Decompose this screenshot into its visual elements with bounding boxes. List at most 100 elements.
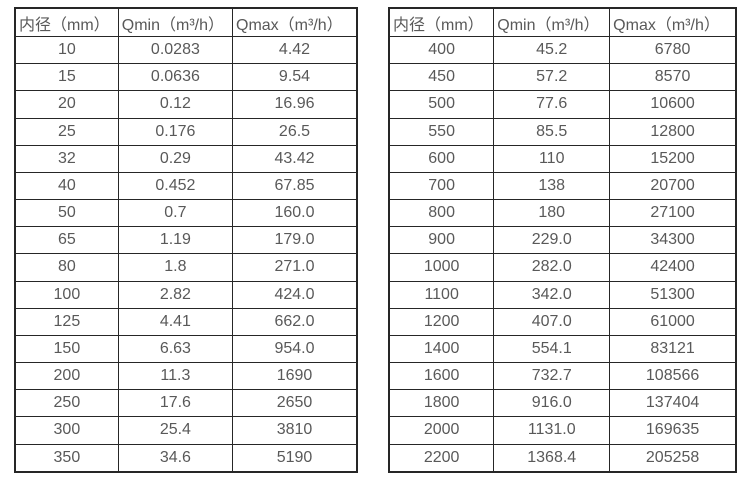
table-row: 20 0.12 16.96 bbox=[14, 90, 358, 119]
qmin-column-header: Qmin（m³/h） bbox=[117, 7, 234, 37]
diameter-cell: 125 bbox=[14, 307, 119, 336]
qmin-cell: 138 bbox=[493, 171, 611, 201]
qmin-cell: 57.2 bbox=[493, 63, 611, 92]
qmin-cell: 0.0636 bbox=[117, 63, 234, 92]
qmin-cell: 0.0283 bbox=[117, 35, 234, 65]
flow-rate-table-large-diameters: 内径（mm） Qmin（m³/h） Qmax（m³/h） 400 45.2 6780 45… bbox=[388, 7, 737, 473]
diameter-column-header: 内径（mm） bbox=[14, 7, 119, 37]
table-row: 1200 407.0 61000 bbox=[388, 307, 737, 336]
qmax-cell: 67.85 bbox=[232, 171, 358, 201]
table-row: 200 11.3 1690 bbox=[14, 362, 358, 391]
table-row: 80 1.8 271.0 bbox=[14, 253, 358, 282]
table-row: 65 1.19 179.0 bbox=[14, 226, 358, 255]
qmax-cell: 61000 bbox=[609, 307, 737, 336]
qmax-cell: 1690 bbox=[232, 362, 358, 391]
qmax-cell: 43.42 bbox=[232, 144, 358, 173]
qmax-cell: 42400 bbox=[609, 253, 737, 282]
diameter-cell: 80 bbox=[14, 253, 119, 282]
qmin-cell: 0.29 bbox=[117, 144, 234, 173]
qmax-cell: 169635 bbox=[609, 416, 737, 445]
diameter-cell: 550 bbox=[388, 117, 495, 146]
diameter-cell: 20 bbox=[14, 90, 119, 119]
diameter-cell: 250 bbox=[14, 389, 119, 418]
diameter-column-header: 内径（mm） bbox=[388, 7, 495, 37]
qmin-cell: 1131.0 bbox=[493, 416, 611, 445]
qmax-column-header: Qmax（m³/h） bbox=[232, 7, 358, 37]
diameter-cell: 300 bbox=[14, 416, 119, 445]
qmin-cell: 0.176 bbox=[117, 117, 234, 146]
diameter-cell: 1800 bbox=[388, 389, 495, 418]
qmax-cell: 10600 bbox=[609, 90, 737, 119]
diameter-cell: 600 bbox=[388, 144, 495, 173]
diameter-cell: 1000 bbox=[388, 253, 495, 282]
table-row: 600 110 15200 bbox=[388, 144, 737, 173]
table-row: 1600 732.7 108566 bbox=[388, 362, 737, 391]
qmin-cell: 1.19 bbox=[117, 226, 234, 255]
table-row: 700 138 20700 bbox=[388, 171, 737, 201]
qmax-cell: 205258 bbox=[609, 443, 737, 473]
diameter-cell: 15 bbox=[14, 63, 119, 92]
flow-rate-table-small-diameters: 内径（mm） Qmin（m³/h） Qmax（m³/h） 10 0.0283 4.42 1… bbox=[14, 7, 358, 473]
qmax-column-header: Qmax（m³/h） bbox=[609, 7, 737, 37]
qmin-column-header: Qmin（m³/h） bbox=[493, 7, 611, 37]
qmax-cell: 83121 bbox=[609, 334, 737, 364]
table-row: 15 0.0636 9.54 bbox=[14, 63, 358, 92]
table-row: 10 0.0283 4.42 bbox=[14, 35, 358, 65]
qmin-cell: 85.5 bbox=[493, 117, 611, 146]
qmin-cell: 2.82 bbox=[117, 280, 234, 309]
diameter-cell: 1200 bbox=[388, 307, 495, 336]
diameter-cell: 200 bbox=[14, 362, 119, 391]
table-row: 125 4.41 662.0 bbox=[14, 307, 358, 336]
qmin-cell: 25.4 bbox=[117, 416, 234, 445]
qmax-cell: 5190 bbox=[232, 443, 358, 473]
table-row: 150 6.63 954.0 bbox=[14, 334, 358, 364]
qmin-cell: 77.6 bbox=[493, 90, 611, 119]
table-row: 100 2.82 424.0 bbox=[14, 280, 358, 309]
qmax-cell: 160.0 bbox=[232, 199, 358, 228]
diameter-cell: 65 bbox=[14, 226, 119, 255]
table-row: 250 17.6 2650 bbox=[14, 389, 358, 418]
qmin-cell: 1.8 bbox=[117, 253, 234, 282]
table-row: 550 85.5 12800 bbox=[388, 117, 737, 146]
qmax-cell: 271.0 bbox=[232, 253, 358, 282]
qmin-cell: 17.6 bbox=[117, 389, 234, 418]
qmax-cell: 8570 bbox=[609, 63, 737, 92]
qmin-cell: 732.7 bbox=[493, 362, 611, 391]
qmin-cell: 11.3 bbox=[117, 362, 234, 391]
diameter-cell: 800 bbox=[388, 199, 495, 228]
qmin-cell: 554.1 bbox=[493, 334, 611, 364]
table-row: 32 0.29 43.42 bbox=[14, 144, 358, 173]
table-row: 450 57.2 8570 bbox=[388, 63, 737, 92]
diameter-cell: 1400 bbox=[388, 334, 495, 364]
qmax-cell: 6780 bbox=[609, 35, 737, 65]
qmin-cell: 1368.4 bbox=[493, 443, 611, 473]
table-row: 1000 282.0 42400 bbox=[388, 253, 737, 282]
qmax-cell: 20700 bbox=[609, 171, 737, 201]
diameter-cell: 32 bbox=[14, 144, 119, 173]
qmin-cell: 0.452 bbox=[117, 171, 234, 201]
qmin-cell: 342.0 bbox=[493, 280, 611, 309]
qmax-cell: 2650 bbox=[232, 389, 358, 418]
diameter-cell: 50 bbox=[14, 199, 119, 228]
qmax-cell: 51300 bbox=[609, 280, 737, 309]
diameter-cell: 1600 bbox=[388, 362, 495, 391]
qmin-cell: 229.0 bbox=[493, 226, 611, 255]
header-row: 内径（mm） Qmin（m³/h） Qmax（m³/h） bbox=[388, 7, 737, 37]
qmax-cell: 662.0 bbox=[232, 307, 358, 336]
qmin-cell: 407.0 bbox=[493, 307, 611, 336]
qmin-cell: 6.63 bbox=[117, 334, 234, 364]
diameter-cell: 1100 bbox=[388, 280, 495, 309]
qmin-cell: 180 bbox=[493, 199, 611, 228]
qmin-cell: 916.0 bbox=[493, 389, 611, 418]
diameter-cell: 2000 bbox=[388, 416, 495, 445]
qmin-cell: 282.0 bbox=[493, 253, 611, 282]
diameter-cell: 25 bbox=[14, 117, 119, 146]
qmax-cell: 27100 bbox=[609, 199, 737, 228]
table-row: 500 77.6 10600 bbox=[388, 90, 737, 119]
table-row: 900 229.0 34300 bbox=[388, 226, 737, 255]
qmax-cell: 954.0 bbox=[232, 334, 358, 364]
table-row: 300 25.4 3810 bbox=[14, 416, 358, 445]
table-row: 350 34.6 5190 bbox=[14, 443, 358, 473]
qmax-cell: 26.5 bbox=[232, 117, 358, 146]
